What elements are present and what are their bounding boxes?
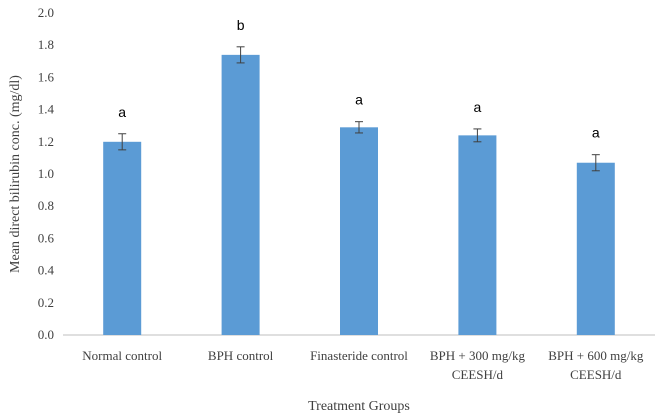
error-bar: [591, 154, 600, 172]
y-axis-ticks: 0.0 0.2 0.4 0.6 0.8 1.0 1.2 1.4 1.6 1.8 2.0: [38, 5, 55, 342]
significance-label: a: [118, 104, 126, 120]
y-tick-label: 0.6: [38, 230, 55, 245]
significance-label: a: [355, 92, 363, 108]
significance-labels: a b a a a: [118, 17, 600, 141]
y-tick-label: 1.6: [38, 69, 55, 84]
y-axis-title: Mean direct bilirubin conc. (mg/dl): [8, 75, 23, 273]
x-axis-category-labels: Normal control BPH control Finasteride con…: [82, 348, 644, 382]
bar: [340, 127, 378, 335]
y-tick-label: 0.2: [38, 295, 54, 310]
y-tick-label: 1.4: [38, 102, 55, 117]
y-tick-label: 0.0: [38, 327, 54, 342]
y-tick-label: 0.8: [38, 198, 54, 213]
y-tick-label: 2.0: [38, 5, 54, 20]
y-tick-label: 1.0: [38, 166, 54, 181]
y-tick-label: 1.8: [38, 37, 54, 52]
error-bar: [236, 46, 245, 64]
error-bar: [118, 133, 127, 151]
significance-label: b: [237, 17, 245, 33]
significance-label: a: [592, 125, 600, 141]
y-tick-label: 0.4: [38, 263, 55, 278]
bars: [103, 54, 615, 336]
x-tick-label: BPH + 300 mg/kg CEESH/d: [430, 348, 526, 382]
bar: [458, 135, 497, 335]
x-tick-label: BPH + 600 mg/kg CEESH/d: [548, 348, 644, 382]
y-tick-label: 1.2: [38, 134, 54, 149]
x-tick-label: BPH control: [208, 348, 274, 363]
bar: [103, 141, 142, 335]
x-tick-label: Finasteride control: [310, 348, 408, 363]
error-bars: [118, 46, 600, 172]
bar: [221, 54, 260, 336]
significance-label: a: [474, 99, 482, 115]
bar: [576, 162, 615, 335]
error-bar: [473, 128, 482, 143]
x-axis-title: Treatment Groups: [308, 399, 410, 414]
x-tick-label: Normal control: [82, 348, 162, 363]
error-bar: [355, 121, 363, 134]
